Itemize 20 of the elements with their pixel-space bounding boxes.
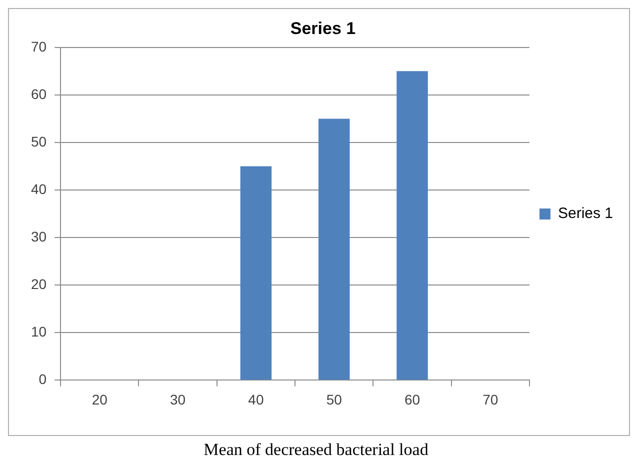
bar [396,71,428,380]
bar [240,166,272,380]
y-tick-label: 0 [38,371,47,388]
y-tick-label: 10 [30,324,47,340]
x-tick-label: 30 [170,391,186,408]
x-tick-label: 70 [482,391,498,408]
text: Mean of decreased bacterial load [202,440,430,460]
legend-label: Series 1 [558,205,614,222]
y-tick-label: 70 [30,38,47,54]
y-tick-label: 40 [30,180,47,197]
y-tick-label: 30 [30,228,47,244]
x-tick-label: 40 [248,391,264,408]
bar [318,118,350,380]
x-tick-label: 20 [92,391,108,408]
y-tick-label: 50 [30,133,47,150]
x-tick-label: 50 [326,391,342,408]
chart-title: Series 1 [290,18,356,38]
x-tick-label: 60 [404,391,420,408]
y-tick-label: 60 [30,86,47,102]
y-tick-label: 20 [30,276,47,292]
